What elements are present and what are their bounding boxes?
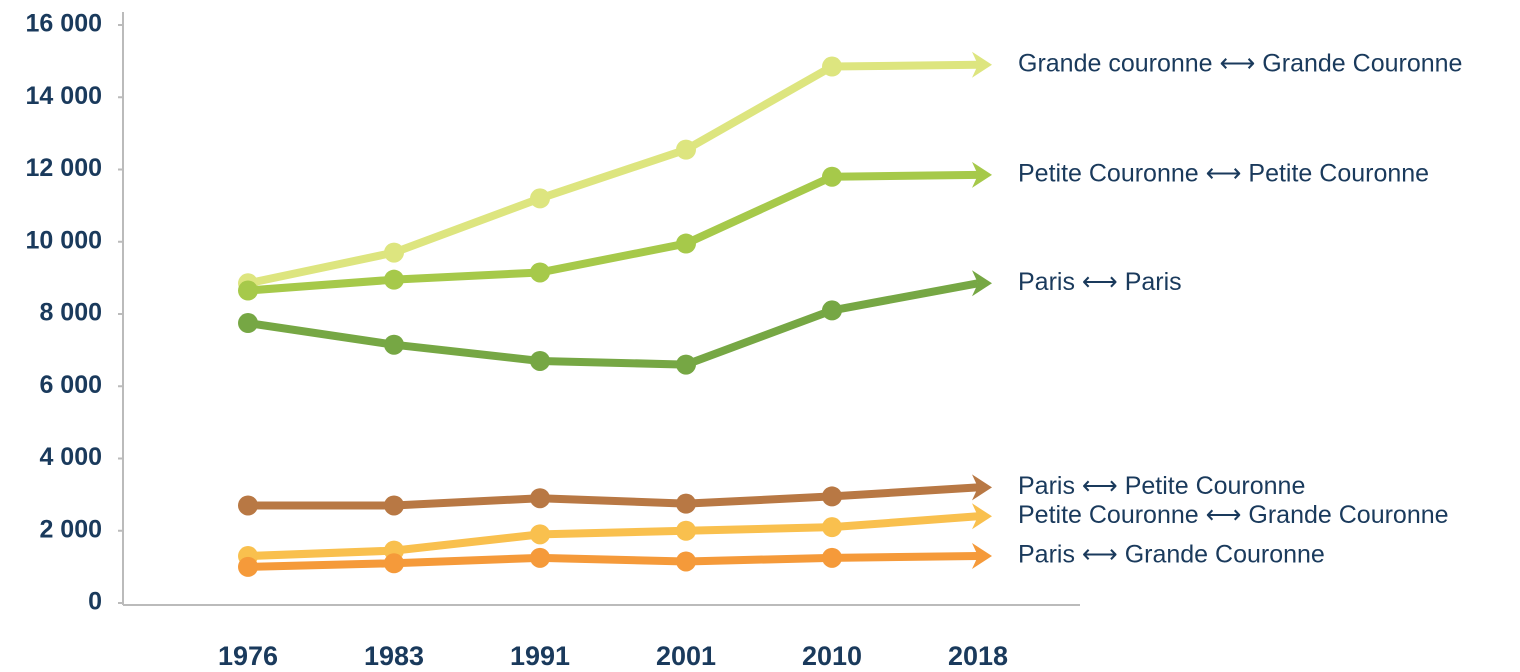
point — [530, 188, 550, 209]
point — [822, 517, 842, 538]
x-tick-label: 2001 — [656, 641, 716, 671]
point — [822, 547, 842, 568]
point — [238, 280, 258, 301]
series-label: Paris ⟷ Paris — [1018, 268, 1182, 296]
y-tick-label: 12 000 — [26, 154, 102, 182]
arrow-head — [972, 51, 992, 78]
point — [530, 262, 550, 283]
series-line — [247, 512, 979, 561]
point — [530, 488, 550, 509]
series-line — [248, 483, 979, 510]
series-label: Paris ⟷ Grande Couronne — [1018, 541, 1325, 569]
series-label: Grande couronne ⟷ Grande Couronne — [1018, 49, 1462, 77]
y-tick-label: 14 000 — [26, 82, 102, 110]
y-tick-label: 6 000 — [39, 371, 102, 399]
y-tick-label: 2 000 — [39, 515, 102, 543]
y-tick-label: 16 000 — [26, 10, 102, 38]
series-label: Paris ⟷ Petite Couronne — [1018, 472, 1305, 500]
y-tick-label: 8 000 — [39, 299, 102, 327]
point — [384, 242, 404, 263]
point — [676, 233, 696, 254]
y-tick-label: 0 — [88, 588, 102, 616]
y-tick-label: 4 000 — [39, 443, 102, 471]
x-tick-label: 1983 — [364, 641, 424, 671]
y-tick-label: 10 000 — [26, 226, 102, 254]
series-line — [247, 170, 979, 295]
point — [676, 520, 696, 541]
series-line — [247, 60, 979, 288]
point — [530, 547, 550, 568]
series-line — [247, 552, 979, 571]
point — [384, 334, 404, 355]
point — [676, 139, 696, 160]
point — [822, 300, 842, 321]
point — [822, 56, 842, 77]
point — [384, 269, 404, 290]
series-label: Petite Couronne ⟷ Petite Couronne — [1018, 160, 1429, 188]
arrow-head — [972, 270, 992, 297]
series-line — [247, 279, 979, 369]
arrow-head — [972, 161, 992, 188]
point — [822, 166, 842, 187]
arrow-head — [972, 543, 992, 570]
point — [238, 556, 258, 577]
arrow-head — [972, 474, 992, 501]
point — [530, 350, 550, 371]
x-tick-label: 2010 — [802, 641, 862, 671]
point — [676, 354, 696, 375]
point — [676, 493, 696, 514]
x-tick-label: 1991 — [510, 641, 570, 671]
series-label: Petite Couronne ⟷ Grande Couronne — [1018, 501, 1449, 529]
point — [384, 495, 404, 516]
x-tick-label: 1976 — [218, 641, 278, 671]
point — [530, 524, 550, 545]
arrow-head — [972, 503, 992, 530]
x-tick-label: 2018 — [948, 641, 1008, 671]
point — [238, 495, 258, 516]
point — [676, 551, 696, 572]
point — [822, 486, 842, 507]
point — [238, 313, 258, 334]
point — [384, 553, 404, 574]
